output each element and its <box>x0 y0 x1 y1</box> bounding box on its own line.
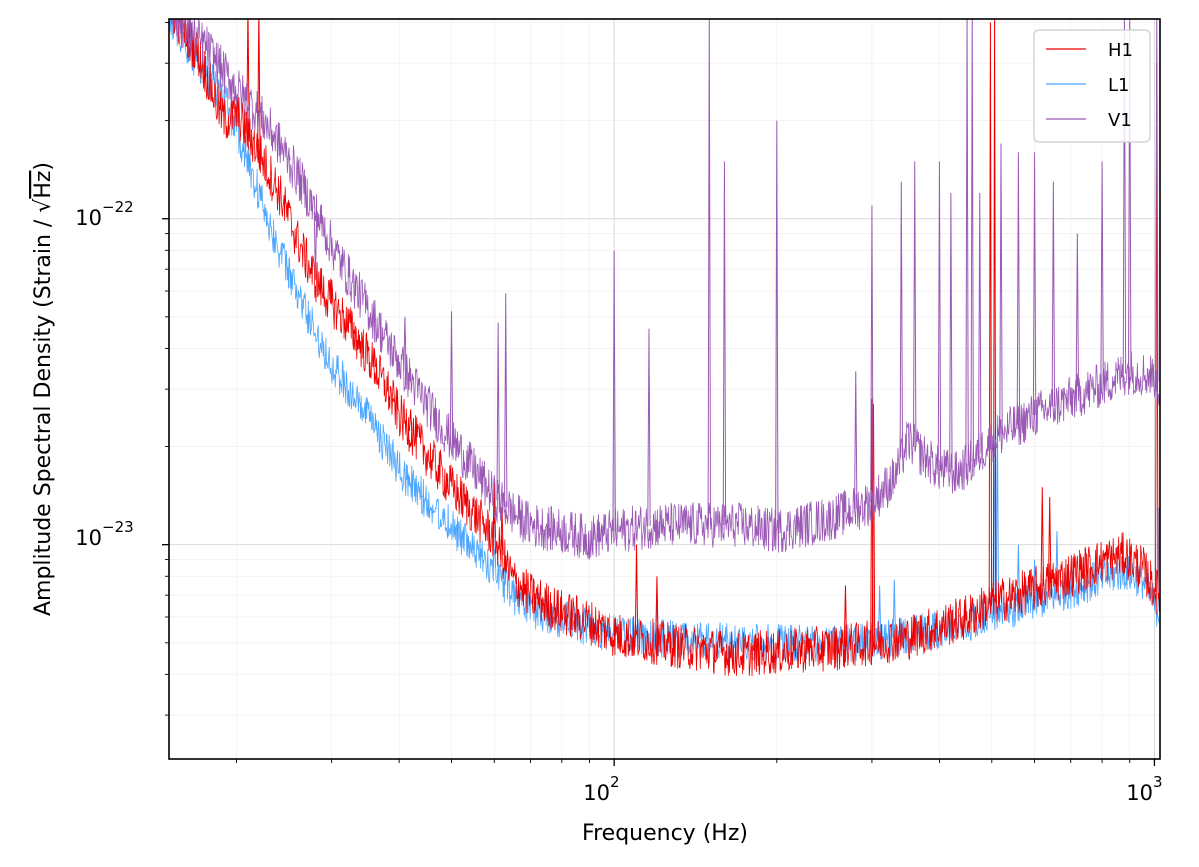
series-l1 <box>169 19 1160 663</box>
spectral-line-h1 <box>655 576 659 643</box>
x-axis-label: Frequency (Hz) <box>582 821 748 846</box>
spectral-line-v1 <box>1155 19 1159 382</box>
x-tick-label-1000: 10 3 <box>1126 773 1162 805</box>
spectral-line-v1 <box>775 120 779 532</box>
spectral-line-v1 <box>1122 19 1127 374</box>
spectral-line-l1 <box>1016 544 1021 607</box>
spectral-line-l1 <box>877 585 882 642</box>
spectral-line-h1 <box>843 585 848 647</box>
spectral-line-h1 <box>634 544 639 639</box>
spectral-line-h1 <box>500 507 504 556</box>
spectral-line-v1 <box>949 192 953 473</box>
spectral-line-h1 <box>988 22 993 605</box>
spectral-line-h1 <box>992 19 997 603</box>
series-line-l1 <box>169 19 1160 663</box>
spectral-line-v1 <box>870 205 874 503</box>
legend: H1 L1 V1 <box>1033 29 1151 143</box>
spectral-line-v1 <box>449 311 454 440</box>
series-group <box>169 19 1160 677</box>
spectral-line-h1 <box>372 348 377 368</box>
y-tick-label-1e-23: 10 −23 <box>75 518 133 550</box>
y-axis-label-suffix: ) <box>31 162 56 171</box>
spectral-line-v1 <box>1075 233 1080 396</box>
spectral-line-h1 <box>329 279 334 304</box>
spectral-line-h1 <box>1040 487 1044 587</box>
spectral-line-h1 <box>1048 497 1052 584</box>
spectral-line-v1 <box>722 161 727 525</box>
series-v1 <box>171 19 1160 561</box>
spectral-line-l1 <box>419 495 424 498</box>
ticks <box>162 22 1156 766</box>
spectral-line-v1 <box>913 161 917 447</box>
spectral-line-v1 <box>313 211 318 280</box>
spectral-line-v1 <box>287 152 291 161</box>
spectral-line-l1 <box>995 414 1000 613</box>
legend-box <box>1033 29 1151 143</box>
y-tick-label-1e-22: 10 −22 <box>75 198 133 230</box>
series-h1 <box>173 19 1160 677</box>
y-axis-label-radicand: Hz <box>31 171 56 199</box>
spectral-line-h1 <box>246 19 250 134</box>
spectral-line-v1 <box>937 161 942 470</box>
series-line-h1 <box>173 19 1160 677</box>
x-tick-exp-100: 2 <box>610 773 620 791</box>
spectral-line-v1 <box>403 316 407 372</box>
spectral-line-h1 <box>352 328 356 335</box>
y-tick-exp-1e-22: −22 <box>102 198 134 216</box>
spectral-line-v1 <box>1100 161 1104 385</box>
legend-label-h1: H1 <box>1108 40 1133 61</box>
spectral-line-v1 <box>899 181 903 459</box>
spectral-line-v1 <box>1051 181 1056 407</box>
spectral-line-v1 <box>965 19 969 466</box>
spectral-line-v1 <box>647 328 651 527</box>
x-tick-base-1000: 10 <box>1126 781 1153 805</box>
y-tick-base-1e-23: 10 <box>75 526 102 550</box>
spectral-line-h1 <box>871 404 876 643</box>
spectral-line-v1 <box>707 19 711 525</box>
spectral-line-v1 <box>999 143 1003 435</box>
spectral-line-v1 <box>1032 152 1037 415</box>
x-tick-label-100: 10 2 <box>583 773 619 805</box>
y-axis-label-prefix: Amplitude Spectral Density (Strain / <box>31 213 56 616</box>
y-tick-exp-1e-23: −23 <box>102 518 134 536</box>
spectral-line-h1 <box>408 409 413 432</box>
spectral-line-v1 <box>970 19 974 462</box>
legend-label-v1: V1 <box>1108 110 1132 131</box>
legend-label-l1: L1 <box>1108 75 1129 96</box>
spectral-line-v1 <box>612 250 616 532</box>
y-axis-label: Amplitude Spectral Density (Strain / √Hz… <box>31 162 56 616</box>
spectral-line-v1 <box>854 371 858 509</box>
y-tick-base-1e-22: 10 <box>75 206 102 230</box>
spectral-line-h1 <box>318 285 322 287</box>
x-tick-exp-1000: 3 <box>1153 773 1163 791</box>
spectral-line-l1 <box>892 579 896 638</box>
spectral-line-v1 <box>978 192 982 454</box>
spectral-line-v1 <box>1016 152 1021 425</box>
spectral-line-v1 <box>504 293 508 507</box>
series-line-v1 <box>171 19 1160 561</box>
x-tick-base-100: 10 <box>583 781 610 805</box>
spectral-line-v1 <box>1128 19 1132 372</box>
y-axis-label-radical: √ <box>31 198 56 213</box>
spectral-line-h1 <box>257 19 261 153</box>
spectral-line-v1 <box>496 322 500 501</box>
spectral-line-h1 <box>391 397 395 403</box>
